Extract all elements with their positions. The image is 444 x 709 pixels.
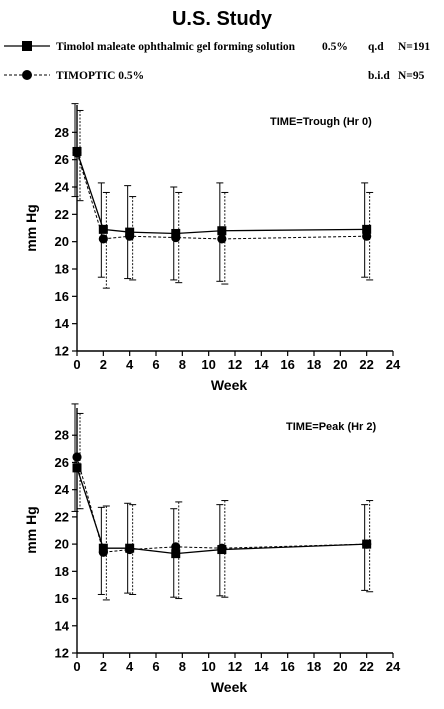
legend-dose-timoptic: b.i.d [368,70,390,82]
panel-label: TIME=Trough (Hr 0) [270,116,372,128]
data-point-square [171,549,181,559]
legend-marker-square [22,41,32,51]
data-point-circle [72,148,82,158]
data-point-circle [171,232,181,243]
legend-label-timolol-gel: Timolol maleate ophthalmic gel forming s… [56,41,296,53]
y-axis-label: mm Hg [23,204,39,251]
y-tick-label: 16 [55,289,69,304]
y-tick-label: 28 [55,125,69,140]
x-tick-label: 12 [228,659,242,674]
y-tick-label: 24 [55,482,70,497]
legend-entry-timolol-gel: Timolol maleate ophthalmic gel forming s… [4,41,430,53]
legend-n-timolol-gel: N=191 [398,41,430,53]
y-tick-label: 22 [55,509,69,524]
y-tick-label: 18 [55,564,69,579]
x-tick-label: 6 [152,659,159,674]
y-tick-label: 26 [55,152,69,167]
x-tick-label: 18 [307,659,321,674]
chart-title: U.S. Study [172,8,273,30]
data-point-circle [98,234,108,244]
data-point-circle [72,452,82,462]
series-timoptic [72,412,374,601]
legend-dose-timolol-gel: q.d [368,41,384,53]
data-point-square [72,463,82,473]
x-tick-label: 0 [73,659,80,674]
x-tick-label: 18 [307,357,321,372]
data-point-square [98,224,108,234]
y-tick-label: 24 [55,180,70,195]
data-point-square [362,224,372,234]
legend-label-timoptic: TIMOPTIC 0.5% [56,70,144,82]
series-line [76,151,367,235]
legend-conc-timolol-gel: 0.5% [322,41,348,53]
x-tick-label: 2 [100,357,107,372]
data-point-circle [125,231,135,241]
x-tick-label: 6 [152,357,159,372]
series-timoptic [72,109,374,289]
data-point-circle [125,544,135,555]
data-point-square [217,226,227,236]
x-tick-label: 10 [201,357,215,372]
y-tick-label: 20 [55,234,69,249]
y-tick-label: 12 [55,344,69,359]
x-tick-label: 8 [179,357,186,372]
y-tick-label: 14 [55,618,70,633]
x-tick-label: 12 [228,357,242,372]
data-point-circle [362,231,372,241]
data-point-circle [362,539,372,549]
y-axis-label: mm Hg [23,506,39,553]
y-tick-label: 16 [55,591,69,606]
x-tick-label: 22 [359,357,373,372]
x-tick-label: 16 [280,357,294,372]
legend-n-timoptic: N=95 [398,70,425,82]
y-tick-label: 20 [55,537,69,552]
panel-label: TIME=Peak (Hr 2) [286,421,377,433]
x-tick-label: 16 [280,659,294,674]
legend: Timolol maleate ophthalmic gel forming s… [4,41,430,82]
y-tick-label: 12 [55,646,69,661]
x-axis-label: Week [211,377,248,393]
y-tick-label: 14 [55,316,70,331]
data-point-circle [171,542,181,552]
x-tick-label: 20 [333,357,347,372]
x-tick-label: 22 [359,659,373,674]
data-point-circle [98,547,108,557]
x-tick-label: 14 [254,357,269,372]
legend-marker-circle [22,70,32,80]
y-tick-label: 28 [55,428,69,443]
x-tick-label: 20 [333,659,347,674]
legend-entry-timoptic: TIMOPTIC 0.5% b.i.d N=95 [4,70,425,82]
x-axis-label: Week [211,679,248,695]
x-tick-label: 10 [201,659,215,674]
series-line [76,456,367,553]
x-tick-label: 4 [126,357,134,372]
x-tick-label: 4 [126,659,134,674]
data-point-circle [217,543,227,553]
y-tick-label: 26 [55,455,69,470]
y-tick-label: 22 [55,207,69,222]
x-tick-label: 2 [100,659,107,674]
series-line [76,467,367,555]
x-tick-label: 24 [386,659,401,674]
data-point-circle [217,234,227,244]
x-tick-label: 24 [386,357,401,372]
x-tick-label: 14 [254,659,269,674]
series-line [76,152,367,240]
x-tick-label: 8 [179,659,186,674]
x-tick-label: 0 [73,357,80,372]
y-tick-label: 18 [55,262,69,277]
